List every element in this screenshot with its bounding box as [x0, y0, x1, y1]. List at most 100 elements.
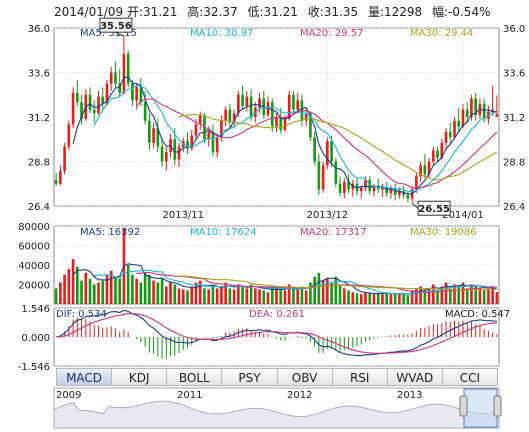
candle — [389, 189, 393, 194]
tab-psy[interactable]: PSY — [222, 368, 278, 386]
volume-bar — [253, 288, 257, 304]
price-ma-line-30 — [178, 114, 498, 181]
candle — [309, 113, 312, 138]
candle — [258, 98, 261, 108]
price-tick-left: 36.0 — [28, 24, 50, 35]
volume-legend-entry: MA30: 19086 — [410, 227, 477, 238]
tab-obv[interactable]: OBV — [277, 368, 333, 386]
candle — [465, 109, 469, 117]
volume-bar — [160, 278, 164, 304]
volume-bar — [393, 293, 397, 304]
candle — [440, 142, 444, 158]
price-legend-entry: MA5: 31.15 — [80, 28, 137, 39]
price-tick-left: 28.8 — [28, 158, 50, 169]
volume-bar — [67, 268, 71, 304]
candle — [300, 100, 304, 121]
candle — [215, 137, 219, 153]
header-open: 开:31.21 — [127, 5, 177, 19]
volume-bar — [351, 292, 355, 304]
price-legend-entry: MA30: 29.44 — [410, 28, 473, 39]
candle — [207, 131, 211, 140]
volume-legend-entry: MA10: 17624 — [190, 227, 257, 238]
candle — [461, 109, 465, 127]
dea-line — [56, 313, 497, 354]
volume-bar — [207, 289, 211, 304]
candle — [105, 83, 109, 105]
volume-bar — [330, 282, 333, 304]
volume-bar — [474, 286, 478, 304]
volume-bar — [245, 288, 249, 304]
candle — [143, 102, 147, 121]
tab-rsi[interactable]: RSI — [332, 368, 388, 386]
navigator-area — [53, 400, 500, 429]
candle — [164, 152, 168, 162]
navigator-window — [463, 388, 498, 428]
volume-bar — [487, 288, 490, 304]
volume-bar — [275, 288, 278, 304]
candle — [135, 87, 138, 101]
macd-legend-entry: MACD: 0.547 — [445, 309, 510, 320]
volume-bar — [215, 288, 219, 304]
annotation-box — [99, 17, 133, 33]
tab-kdj[interactable]: KDJ — [112, 368, 168, 386]
header-date: 2014/01/09 — [54, 5, 123, 19]
volume-bar — [279, 289, 283, 304]
volume-bar — [342, 288, 346, 304]
header-high: 高:32.37 — [187, 4, 237, 19]
volume-bar — [292, 288, 295, 304]
volume-bar — [440, 286, 444, 304]
candle — [92, 109, 96, 114]
navigator-right-handle[interactable] — [493, 395, 502, 417]
volume-bar — [266, 292, 270, 304]
volume-bar — [54, 288, 58, 304]
tab-cci[interactable]: CCI — [442, 368, 498, 386]
price-tick-right: 31.2 — [503, 113, 525, 124]
candle — [245, 96, 249, 106]
volume-bar — [156, 282, 160, 304]
volume-bar — [385, 292, 389, 304]
candle — [211, 131, 215, 153]
volume-bar — [347, 290, 350, 304]
volume-tick: 20000 — [18, 281, 50, 292]
tab-wvad[interactable]: WVAD — [387, 368, 443, 386]
volume-bar — [164, 286, 168, 304]
candle — [160, 146, 164, 162]
candle — [114, 72, 117, 84]
volume-bar — [118, 278, 122, 304]
volume-bar — [296, 289, 300, 304]
volume-bar — [75, 266, 79, 304]
macd-legend-entry: DEA: 0.261 — [249, 309, 305, 320]
volume-bar — [419, 286, 422, 304]
candle — [152, 128, 155, 143]
indicator-tabs: MACD KDJ BOLL PSY OBV RSI WVAD CCI — [56, 368, 498, 386]
candle — [393, 189, 397, 195]
volume-bar — [381, 294, 384, 304]
candle — [326, 141, 329, 166]
volume-bar — [71, 259, 75, 304]
volume-bar — [415, 288, 418, 304]
candle — [457, 120, 461, 127]
candle — [448, 131, 452, 138]
candle — [359, 187, 363, 192]
date-tick-label: 2014/01 — [442, 210, 484, 221]
navigator-panel[interactable]: 2009 2011 2012 2013 — [53, 387, 502, 429]
volume-bar — [334, 276, 338, 304]
candle — [304, 113, 308, 121]
header-close: 收:31.35 — [308, 5, 358, 19]
candle — [232, 113, 236, 123]
volume-bar — [372, 294, 376, 304]
volume-ma-line-30 — [179, 275, 497, 291]
volume-bar — [190, 286, 194, 304]
candle — [148, 120, 151, 143]
macd-tick: -1.546 — [18, 362, 50, 373]
tab-macd[interactable]: MACD — [56, 368, 113, 386]
volume-tick: 80000 — [18, 222, 50, 233]
candle — [444, 131, 448, 143]
navigator-left-handle[interactable] — [459, 395, 468, 417]
tab-boll[interactable]: BOLL — [167, 368, 223, 386]
price-tick-left: 26.4 — [28, 202, 50, 213]
candle — [334, 161, 338, 184]
volume-bar — [97, 282, 100, 304]
volume-bar — [84, 272, 88, 304]
volume-bar — [224, 282, 227, 304]
